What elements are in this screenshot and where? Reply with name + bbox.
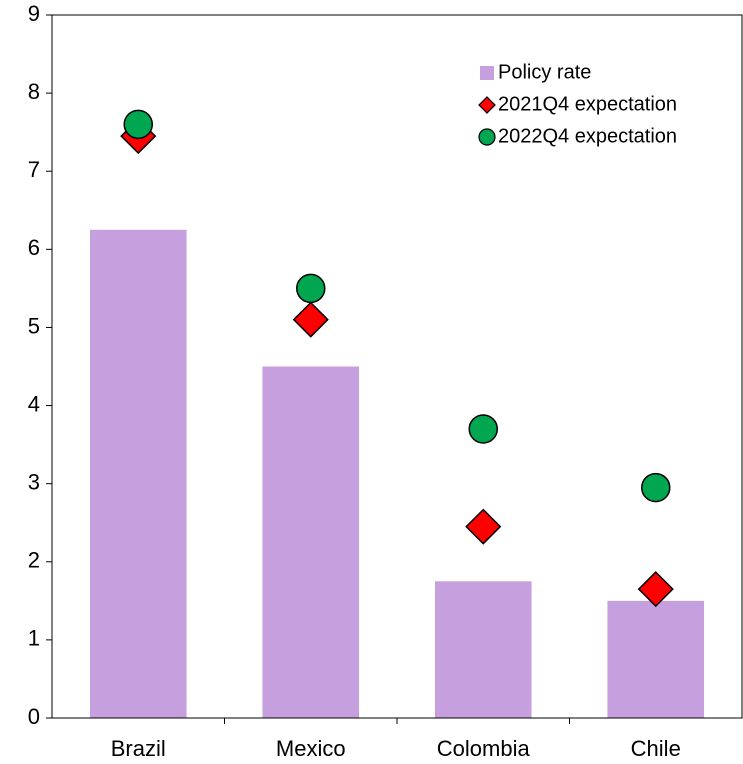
bar — [89, 229, 187, 719]
y-tick-label: 0 — [28, 704, 40, 729]
bar — [434, 581, 532, 718]
x-tick-label: Brazil — [111, 736, 166, 761]
y-tick-label: 5 — [28, 313, 40, 338]
bar — [607, 600, 705, 718]
point-marker — [465, 508, 502, 545]
y-tick-label: 7 — [28, 157, 40, 182]
y-tick-label: 4 — [28, 391, 40, 416]
point-marker — [468, 414, 498, 444]
y-tick-label: 9 — [28, 1, 40, 26]
point-marker — [637, 571, 674, 608]
legend-swatch — [480, 66, 494, 80]
point-marker — [641, 472, 671, 503]
legend-label: 2022Q4 expectation — [498, 125, 677, 147]
legend-label: 2021Q4 expectation — [498, 93, 677, 115]
point-marker — [123, 109, 153, 140]
legend-swatch — [478, 128, 496, 146]
x-tick-label: Chile — [631, 736, 681, 761]
y-tick-label: 3 — [28, 469, 40, 494]
y-tick-label: 1 — [28, 626, 40, 651]
y-tick-label: 2 — [28, 548, 40, 573]
y-tick-label: 8 — [28, 79, 40, 104]
bar — [262, 366, 360, 718]
x-tick-label: Mexico — [276, 736, 346, 761]
x-tick-label: Colombia — [437, 736, 531, 761]
legend-swatch — [478, 96, 496, 114]
y-tick-label: 6 — [28, 235, 40, 260]
point-marker — [296, 273, 326, 304]
legend-label: Policy rate — [498, 61, 591, 83]
point-marker — [292, 301, 329, 338]
